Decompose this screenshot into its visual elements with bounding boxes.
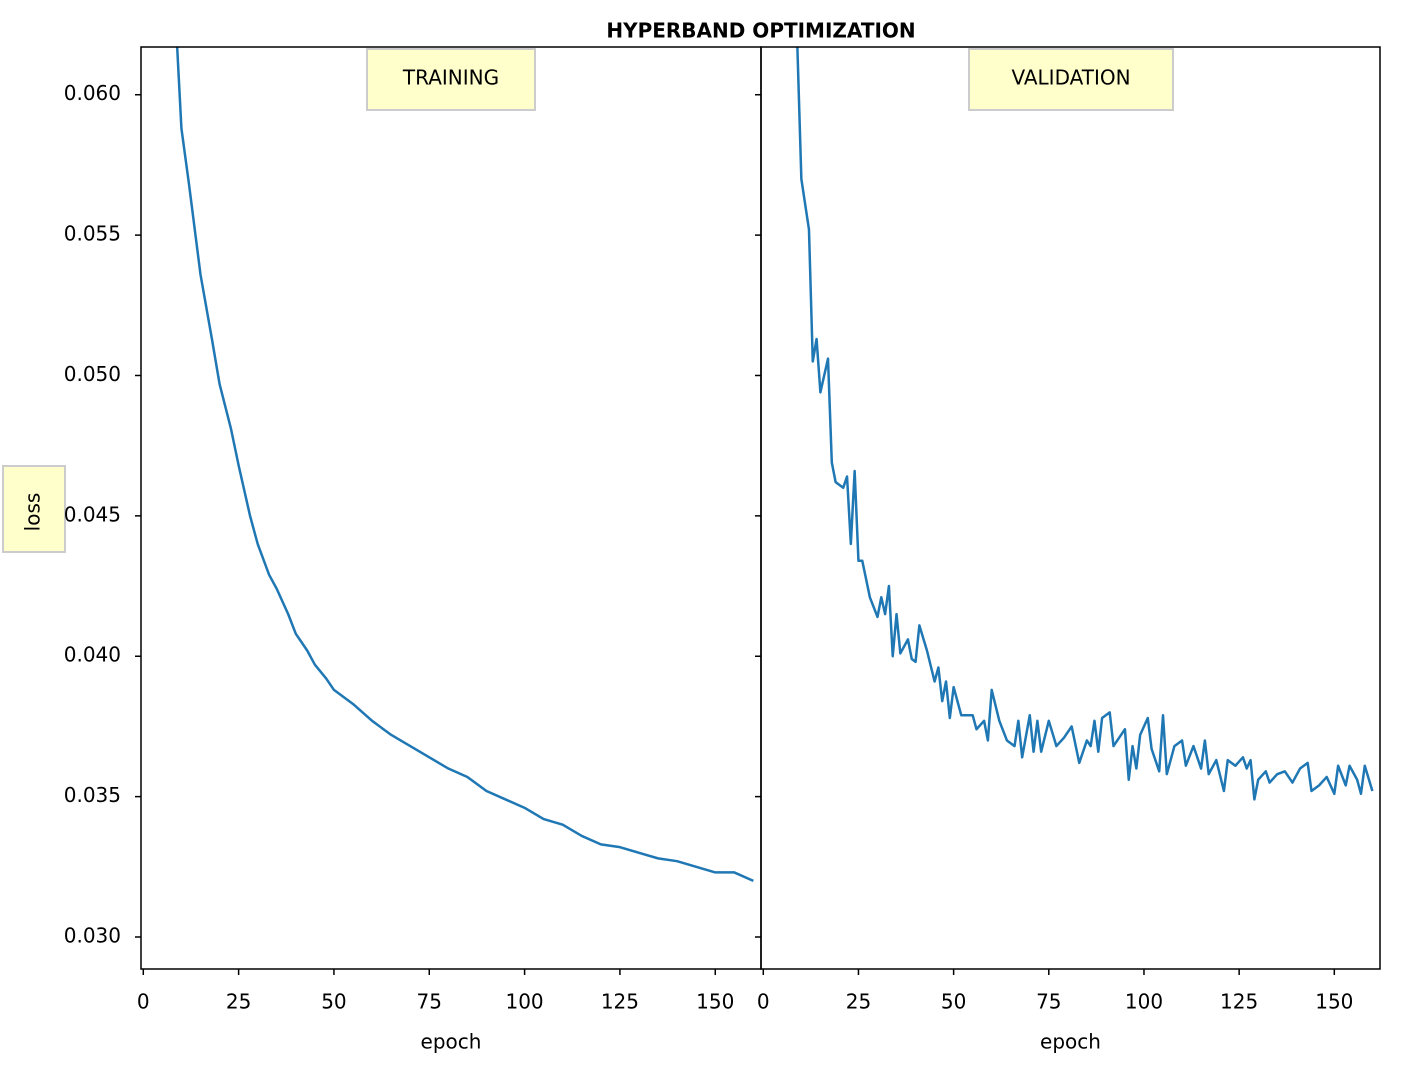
y-tick-label: 0.055 (64, 222, 121, 246)
annotation: VALIDATION (1011, 66, 1130, 90)
x-tick-label: 75 (417, 990, 442, 1014)
x-tick-label: 50 (941, 990, 966, 1014)
ylabel-box (2, 465, 66, 553)
axes-frame (140, 46, 762, 970)
y-tick-label: 0.040 (64, 643, 121, 667)
x-tick-label: 0 (137, 990, 150, 1014)
y-axis-label: loss (21, 493, 45, 532)
y-tick-label: 0.050 (64, 362, 121, 386)
x-tick-label: 25 (226, 990, 251, 1014)
plot-area (796, 47, 1374, 801)
annotation: TRAINING (402, 66, 499, 90)
x-tick-label: 50 (321, 990, 346, 1014)
x-tick-label: 150 (1315, 990, 1353, 1014)
data-line (175, 47, 754, 882)
x-tick-label: 75 (1036, 990, 1061, 1014)
axes-frame (760, 46, 1381, 970)
chart-title: HYPERBAND OPTIMIZATION (606, 19, 915, 43)
x-axis-label: epoch (421, 1030, 482, 1054)
x-tick-label: 25 (846, 990, 871, 1014)
x-tick-label: 0 (757, 990, 770, 1014)
data-line (796, 47, 1374, 801)
x-tick-label: 125 (1220, 990, 1258, 1014)
y-tick-label: 0.060 (64, 81, 121, 105)
x-tick-label: 100 (505, 990, 543, 1014)
x-axis-label: epoch (1040, 1030, 1101, 1054)
y-tick-label: 0.045 (64, 502, 121, 526)
x-tick-label: 100 (1125, 990, 1163, 1014)
x-tick-label: 125 (601, 990, 639, 1014)
y-tick-label: 0.030 (64, 923, 121, 947)
annotation-box (968, 48, 1174, 111)
annotation-box (366, 48, 536, 111)
y-tick-label: 0.035 (64, 783, 121, 807)
x-tick-label: 150 (696, 990, 734, 1014)
plot-area (175, 47, 754, 882)
